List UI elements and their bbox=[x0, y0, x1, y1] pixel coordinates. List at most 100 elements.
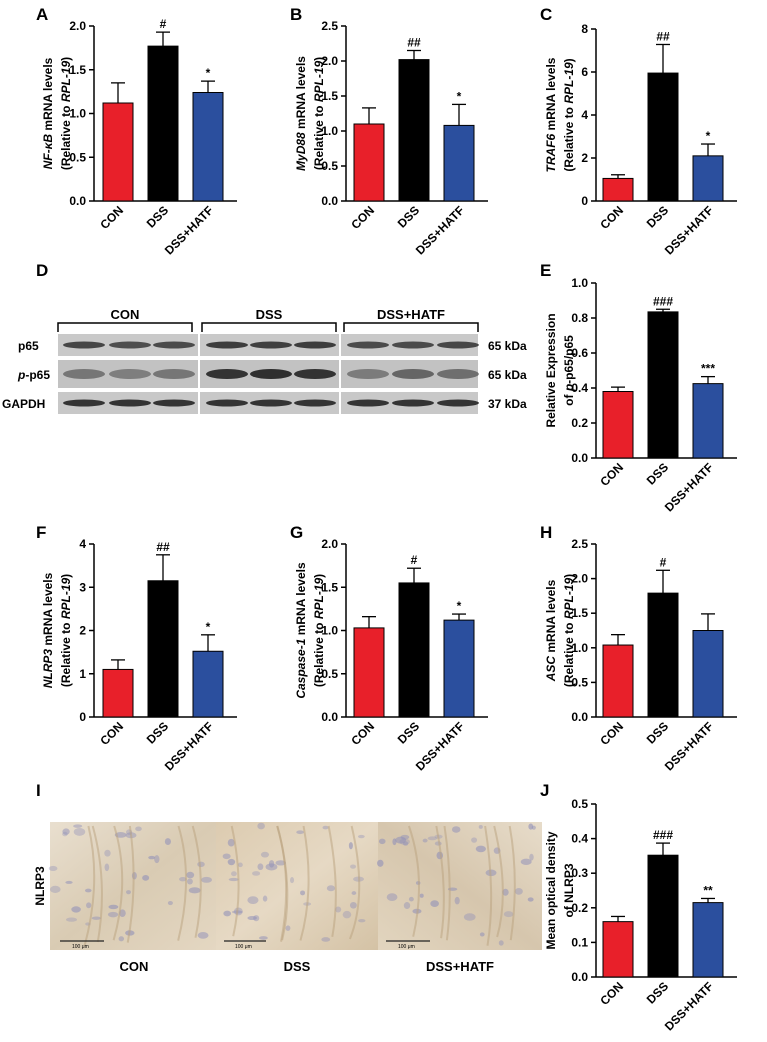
category-label: DSS+HATF bbox=[162, 719, 216, 773]
tissue-nucleus bbox=[65, 880, 73, 884]
bar bbox=[692, 383, 724, 459]
blot-band bbox=[206, 399, 248, 407]
y-axis-label-text: mRNA levels bbox=[41, 57, 55, 134]
group-bracket bbox=[57, 322, 193, 332]
category-label: DSS+HATF bbox=[662, 203, 716, 257]
y-axis-label: TRAF6 mRNA levels bbox=[544, 57, 558, 172]
tissue-nucleus bbox=[49, 885, 61, 893]
category-label: DSS bbox=[644, 460, 671, 487]
tissue-nucleus bbox=[463, 913, 476, 921]
blot-band bbox=[250, 341, 292, 349]
bar bbox=[647, 854, 679, 978]
category-label: CON bbox=[597, 719, 626, 748]
y-tick-label: 2.0 bbox=[69, 19, 86, 33]
y-axis-label-italic: RPL-19 bbox=[312, 60, 326, 102]
blot-row-label: p-p65 bbox=[17, 368, 50, 382]
tissue-nucleus bbox=[86, 902, 92, 909]
tissue-nucleus bbox=[478, 824, 483, 829]
tissue-nucleus bbox=[422, 838, 428, 843]
tissue-nucleus bbox=[188, 887, 201, 894]
blot-band bbox=[437, 399, 479, 407]
y-tick-label: 2.0 bbox=[321, 54, 338, 68]
y-axis-label-text: ) bbox=[562, 58, 576, 62]
y-tick-label: 0.0 bbox=[571, 451, 588, 465]
tissue-crypt bbox=[230, 825, 240, 937]
y-tick-label: 1 bbox=[79, 667, 86, 681]
y-axis-label-italic: RPL-19 bbox=[312, 577, 326, 619]
y-tick-label: 0.2 bbox=[571, 416, 588, 430]
y-axis-label: Caspase-1 mRNA levels bbox=[294, 562, 308, 699]
y-axis-label-line2: (Relative to RPL-19) bbox=[59, 574, 73, 687]
category-label: DSS bbox=[644, 979, 671, 1006]
bar bbox=[147, 45, 179, 202]
y-tick-label: 2.0 bbox=[571, 572, 588, 586]
panel-letter: G bbox=[290, 523, 303, 542]
y-axis-label: ASC mRNA levels bbox=[544, 579, 558, 682]
histology-caption: CON bbox=[120, 959, 149, 974]
y-axis-label-italic: RPL-19 bbox=[59, 60, 73, 102]
tissue-crypt bbox=[276, 825, 288, 942]
blot-band bbox=[63, 399, 105, 407]
significance-label: ### bbox=[653, 294, 673, 308]
tissue-nucleus bbox=[357, 834, 365, 839]
tissue-nucleus bbox=[104, 863, 110, 872]
tissue-nucleus bbox=[358, 918, 366, 923]
y-axis-label-italic: MyD88 bbox=[294, 132, 308, 171]
y-tick-label: 1.0 bbox=[571, 641, 588, 655]
y-axis-label-text: mRNA levels bbox=[294, 56, 308, 133]
y-tick-label: 4 bbox=[581, 108, 588, 122]
tissue-nucleus bbox=[349, 901, 357, 909]
tissue-nucleus bbox=[503, 911, 514, 918]
tissue-nucleus bbox=[154, 855, 160, 864]
bar bbox=[192, 92, 224, 202]
tissue-nucleus bbox=[348, 842, 353, 850]
tissue-nucleus bbox=[528, 823, 534, 830]
tissue-crypt bbox=[327, 825, 337, 938]
significance-label: * bbox=[706, 129, 711, 143]
tissue-crypt bbox=[435, 825, 445, 939]
tissue-nucleus bbox=[167, 900, 173, 906]
y-tick-label: 0.2 bbox=[571, 901, 588, 915]
tissue-crypt bbox=[191, 825, 202, 938]
bar bbox=[443, 619, 475, 718]
blot-band bbox=[392, 399, 434, 407]
blot-band bbox=[153, 341, 195, 349]
y-axis-label-text: ) bbox=[59, 57, 73, 61]
tissue-nucleus bbox=[227, 838, 235, 847]
blot-row-label: p65 bbox=[18, 339, 39, 353]
significance-label: # bbox=[160, 17, 167, 31]
y-axis-label-text: ) bbox=[312, 574, 326, 578]
blot-band bbox=[392, 369, 434, 379]
tissue-nucleus bbox=[62, 831, 68, 837]
tissue-nucleus bbox=[65, 917, 78, 922]
y-axis-label-text: ) bbox=[59, 574, 73, 578]
tissue-crypt bbox=[443, 825, 451, 941]
tissue-nucleus bbox=[186, 871, 195, 879]
category-label: CON bbox=[348, 203, 377, 232]
bar bbox=[692, 902, 724, 978]
tissue-nucleus bbox=[179, 877, 187, 882]
category-label: DSS+HATF bbox=[662, 460, 716, 514]
bar bbox=[398, 59, 430, 202]
y-tick-label: 2 bbox=[581, 151, 588, 165]
significance-label: ## bbox=[156, 540, 170, 554]
y-tick-label: 8 bbox=[581, 22, 588, 36]
significance-label: ## bbox=[656, 29, 670, 43]
tissue-nucleus bbox=[84, 888, 92, 893]
scale-bar-label: 100 μm bbox=[235, 944, 252, 950]
y-axis-label-text: ) bbox=[312, 57, 326, 61]
tissue-nucleus bbox=[275, 860, 286, 866]
tissue-nucleus bbox=[502, 888, 509, 896]
tissue-nucleus bbox=[257, 822, 265, 830]
chart-p-p65-ratio: 0.0 0.2 0.4 0.6 0.8 1.0 Relative Expression of … bbox=[544, 276, 737, 515]
category-label: DSS+HATF bbox=[662, 719, 716, 773]
bar bbox=[647, 311, 679, 459]
blot-band bbox=[153, 369, 195, 379]
y-tick-label: 1.0 bbox=[69, 107, 86, 121]
panel-letter: J bbox=[540, 781, 549, 800]
tissue-nucleus bbox=[454, 896, 460, 905]
tissue-crypt bbox=[91, 825, 103, 943]
blot-band bbox=[347, 341, 389, 349]
y-axis-label-italic: NF-κB bbox=[41, 134, 55, 170]
y-axis-label-text: mRNA levels bbox=[544, 579, 558, 656]
